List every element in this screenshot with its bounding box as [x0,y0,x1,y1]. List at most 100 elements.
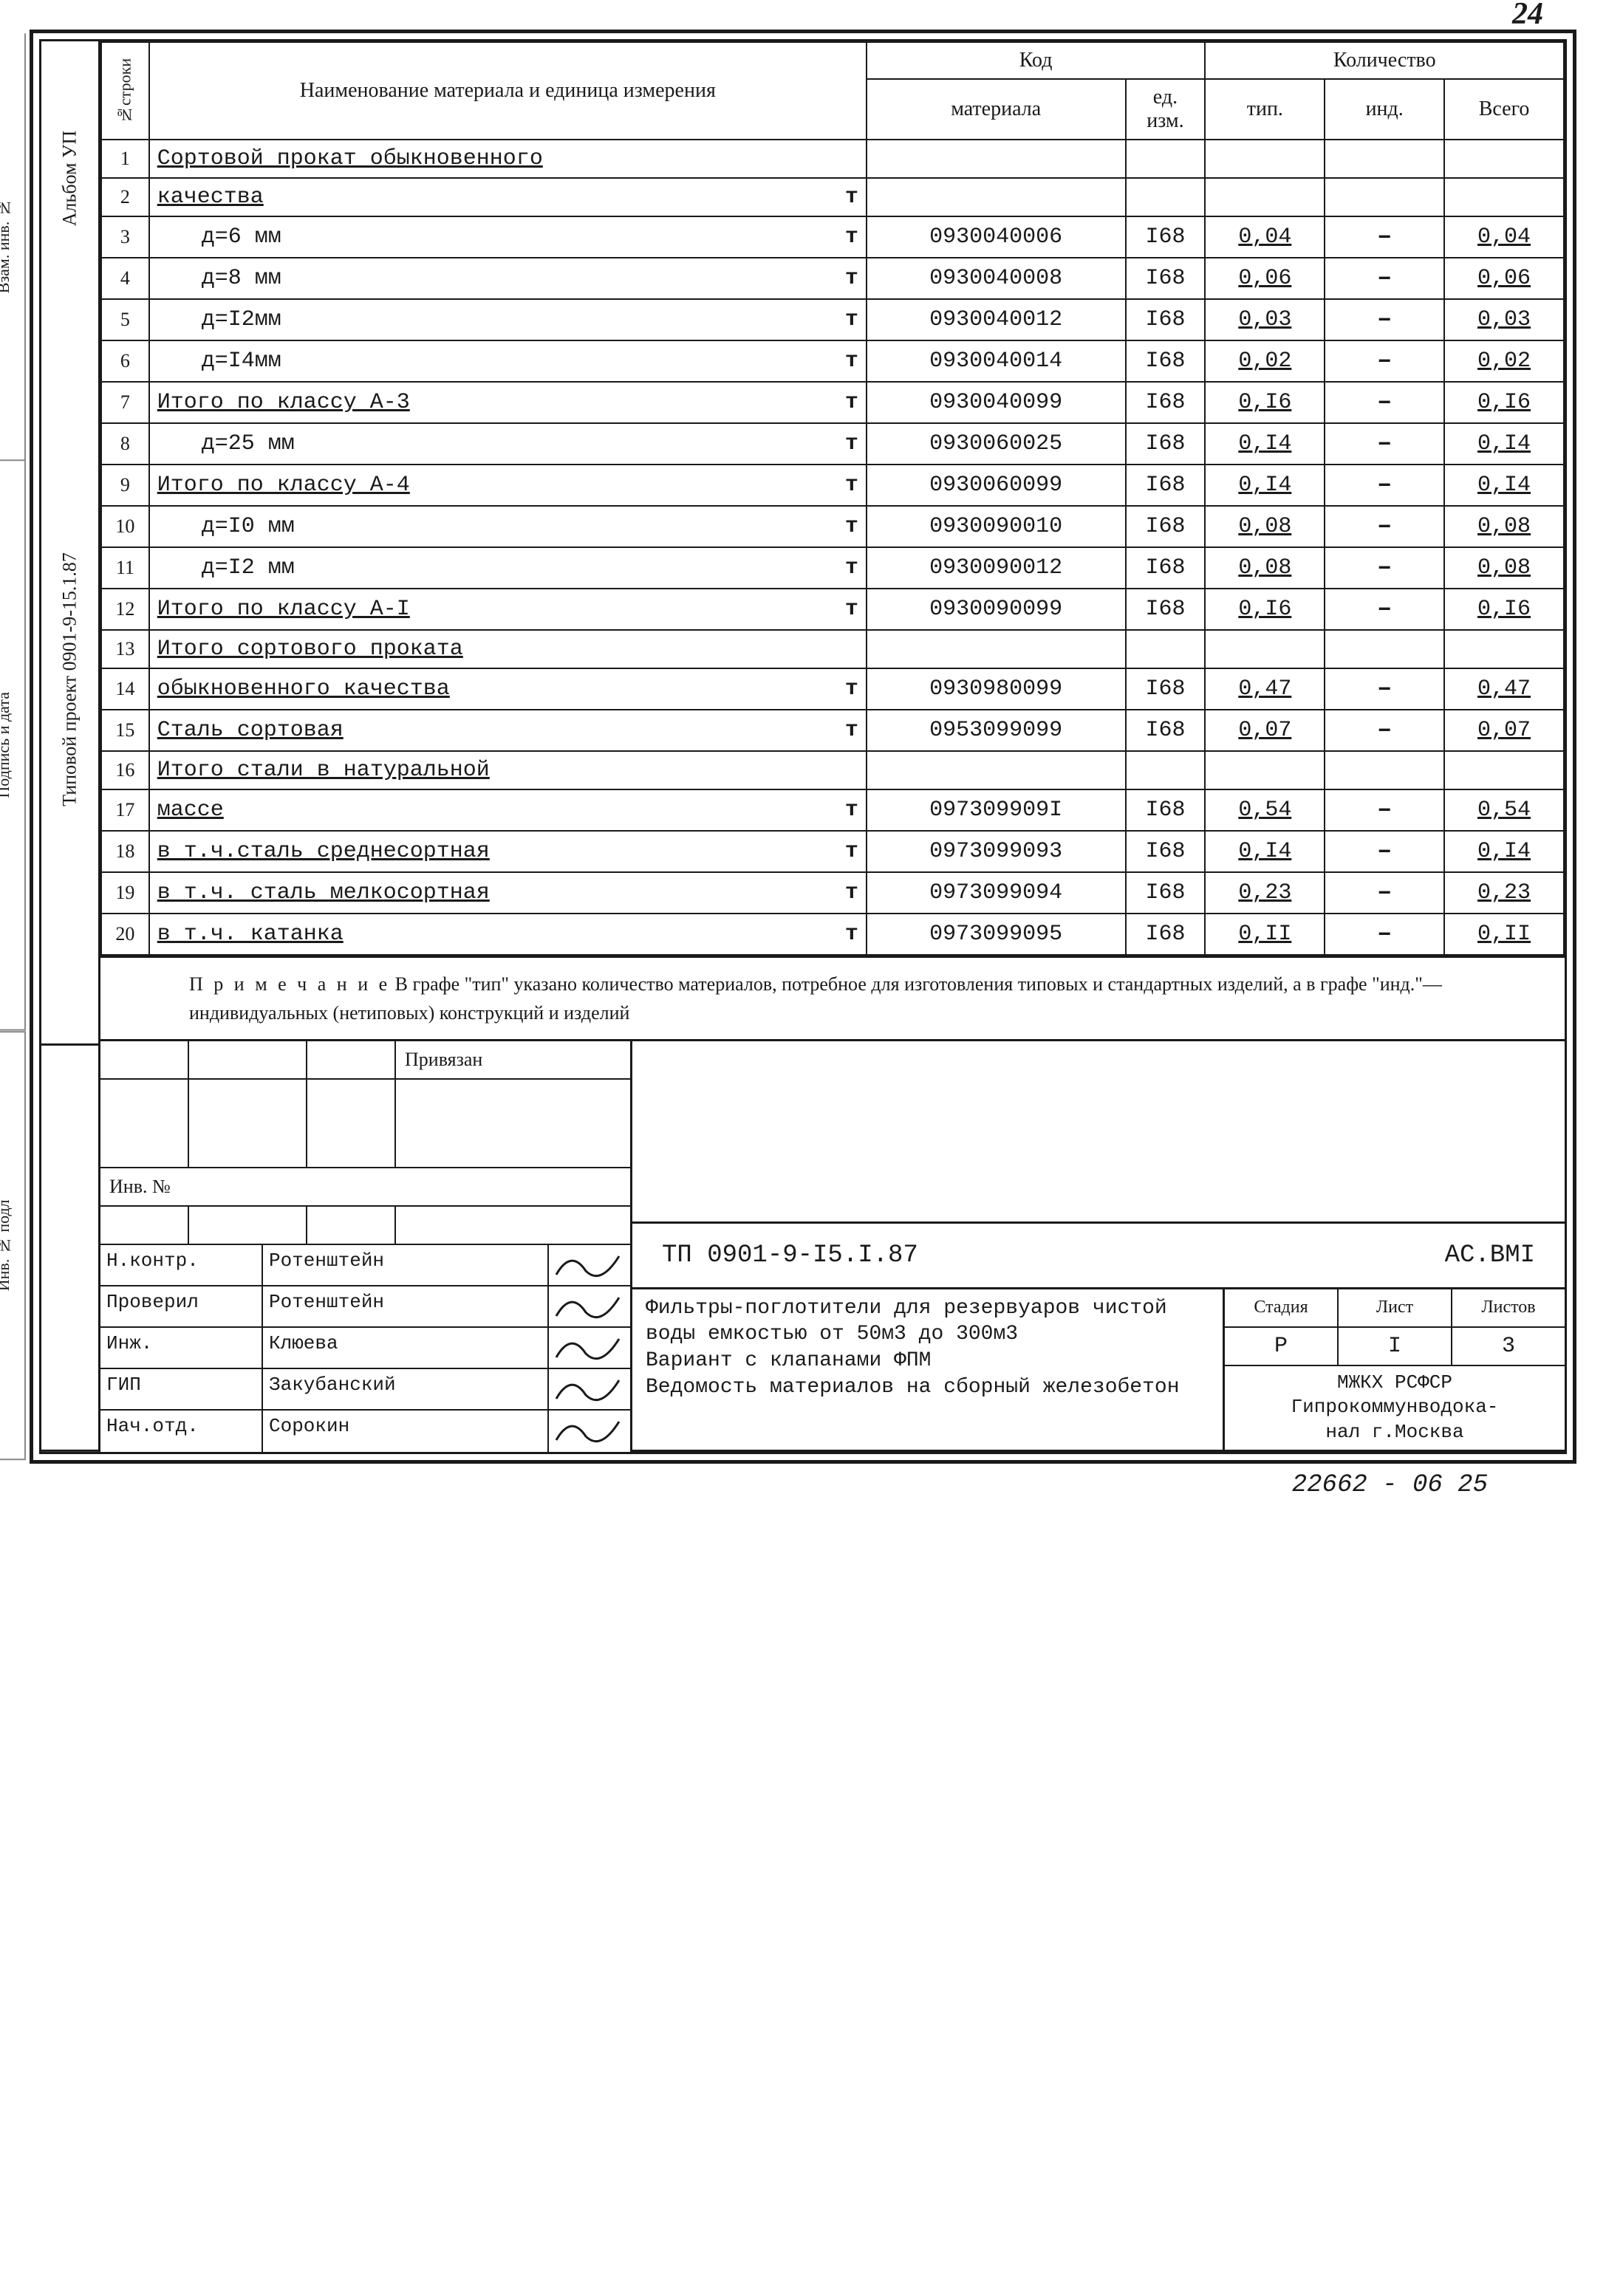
cell-ind: – [1325,382,1444,423]
table-row: 17массет097309909II680,54–0,54 [101,789,1564,831]
cell-rownum: 11 [101,547,149,589]
description: Фильтры-поглотители для резервуаров чист… [632,1289,1225,1450]
unit-mark: т [845,266,858,291]
inner-frame: Альбом УП Типовой проект 0901-9-15.1.87 … [39,39,1567,1454]
cell-tot: 0,07 [1444,710,1564,751]
cell-name: д=8 ммт [149,258,867,299]
cell-name: д=I2ммт [149,299,867,340]
table-row: 14обыкновенного качестват0930980099I680,… [101,668,1564,710]
unit-mark: т [845,225,858,250]
cell-tot: 0,04 [1444,216,1564,258]
th-name: Наименование материала и единица измерен… [149,42,867,140]
cell-rownum: 7 [101,382,149,423]
mini-v-sheets: 3 [1452,1328,1565,1365]
bound-label: Привязан [396,1041,630,1078]
bound-row: Привязан [100,1041,630,1080]
side-labels-col: Альбом УП Типовой проект 0901-9-15.1.87 [41,41,100,1452]
cell-ind: – [1325,423,1444,465]
stamp-right: ТП 0901-9-I5.I.87 АС.ВМI Фильтры-поглоти… [632,1041,1565,1452]
cell-tot: 0,I6 [1444,382,1564,423]
cell-code: 0930090010 [867,506,1126,547]
unit-mark: т [845,431,858,456]
cell-rownum: 3 [101,216,149,258]
cell-code: 0930980099 [867,668,1126,710]
cell-ed: I68 [1126,382,1206,423]
cell-name: массет [149,789,867,831]
unit-mark: т [845,839,858,864]
title-code-row: ТП 0901-9-I5.I.87 АС.ВМI [632,1224,1565,1289]
cell-code: 0930040014 [867,340,1126,382]
table-row: 13Итого сортового проката [101,630,1564,668]
cell-code [867,630,1126,668]
cell-typ: 0,I4 [1205,831,1325,872]
cell-tot [1444,751,1564,789]
cell-ed: I68 [1126,506,1206,547]
cell-ed: I68 [1126,547,1206,589]
cell-typ: 0,08 [1205,547,1325,589]
cell-rownum: 1 [101,140,149,178]
ext-label: Подпись и дата [0,461,26,1031]
cell-name: качестват [149,178,867,216]
cell-ind: – [1325,340,1444,382]
stamp-left: Привязан Инв. № Н.контр.РотенштейнПровер… [100,1041,632,1452]
mini-v-sheet: I [1339,1328,1452,1365]
cell-rownum: 9 [101,465,149,506]
cell-rownum: 16 [101,751,149,789]
mini-h-sheets: Листов [1452,1289,1565,1326]
cell-ind: – [1325,589,1444,630]
unit-mark: т [845,390,858,415]
inv-row: Инв. № [100,1168,630,1207]
cell-rownum: 4 [101,258,149,299]
sig-role: ГИП [100,1369,263,1409]
cell-typ [1205,630,1325,668]
cell-typ: 0,04 [1205,216,1325,258]
page-number: 24 [1512,0,1543,32]
th-ind: инд. [1325,79,1444,140]
cell-name: д=I4ммт [149,340,867,382]
cell-tot: 0,II [1444,914,1564,955]
cell-tot: 0,03 [1444,299,1564,340]
cell-tot: 0,54 [1444,789,1564,831]
cell-code [867,178,1126,216]
cell-typ: 0,06 [1205,258,1325,299]
cell-tot: 0,I6 [1444,589,1564,630]
unit-mark: т [845,473,858,498]
cell-ed [1126,178,1206,216]
table-row: 10д=I0 ммт0930090010I680,08–0,08 [101,506,1564,547]
table-row: 12Итого по классу А-Iт0930090099I680,I6–… [101,589,1564,630]
sig-role: Инж. [100,1328,263,1368]
signature-row: Н.контр.Ротенштейн [100,1245,630,1286]
cell-code: 0973099094 [867,872,1126,914]
cell-ind: – [1325,710,1444,751]
cell-rownum: 17 [101,789,149,831]
th-rownum: №строки [101,42,149,140]
cell-code: 0930090012 [867,547,1126,589]
cell-rownum: 6 [101,340,149,382]
cell-rownum: 14 [101,668,149,710]
cell-code: 0930090099 [867,589,1126,630]
th-code-ed: ед. изм. [1126,79,1206,140]
note-block: П р и м е ч а н и е В графе "тип" указан… [100,956,1565,1039]
cell-ind [1325,178,1444,216]
cell-name: в т.ч. катанкат [149,914,867,955]
signature-icon [549,1411,630,1452]
cell-tot [1444,178,1564,216]
cell-typ: 0,I4 [1205,465,1325,506]
cell-ed: I68 [1126,789,1206,831]
cell-name: Сортовой прокат обыкновенного [149,140,867,178]
cell-typ: 0,I6 [1205,589,1325,630]
cell-code: 0930040008 [867,258,1126,299]
ext-label: Взам. инв. № [0,33,26,461]
cell-typ: 0,54 [1205,789,1325,831]
cell-ind: – [1325,668,1444,710]
cell-ed: I68 [1126,299,1206,340]
cell-name: д=I0 ммт [149,506,867,547]
cell-name: Итого по классу А-3т [149,382,867,423]
sig-role: Н.контр. [100,1245,263,1285]
cell-code: 0930060099 [867,465,1126,506]
cell-code: 0973099095 [867,914,1126,955]
cell-tot: 0,02 [1444,340,1564,382]
sig-name: Сорокин [263,1411,549,1452]
unit-mark: т [845,922,858,947]
cell-typ: 0,07 [1205,710,1325,751]
